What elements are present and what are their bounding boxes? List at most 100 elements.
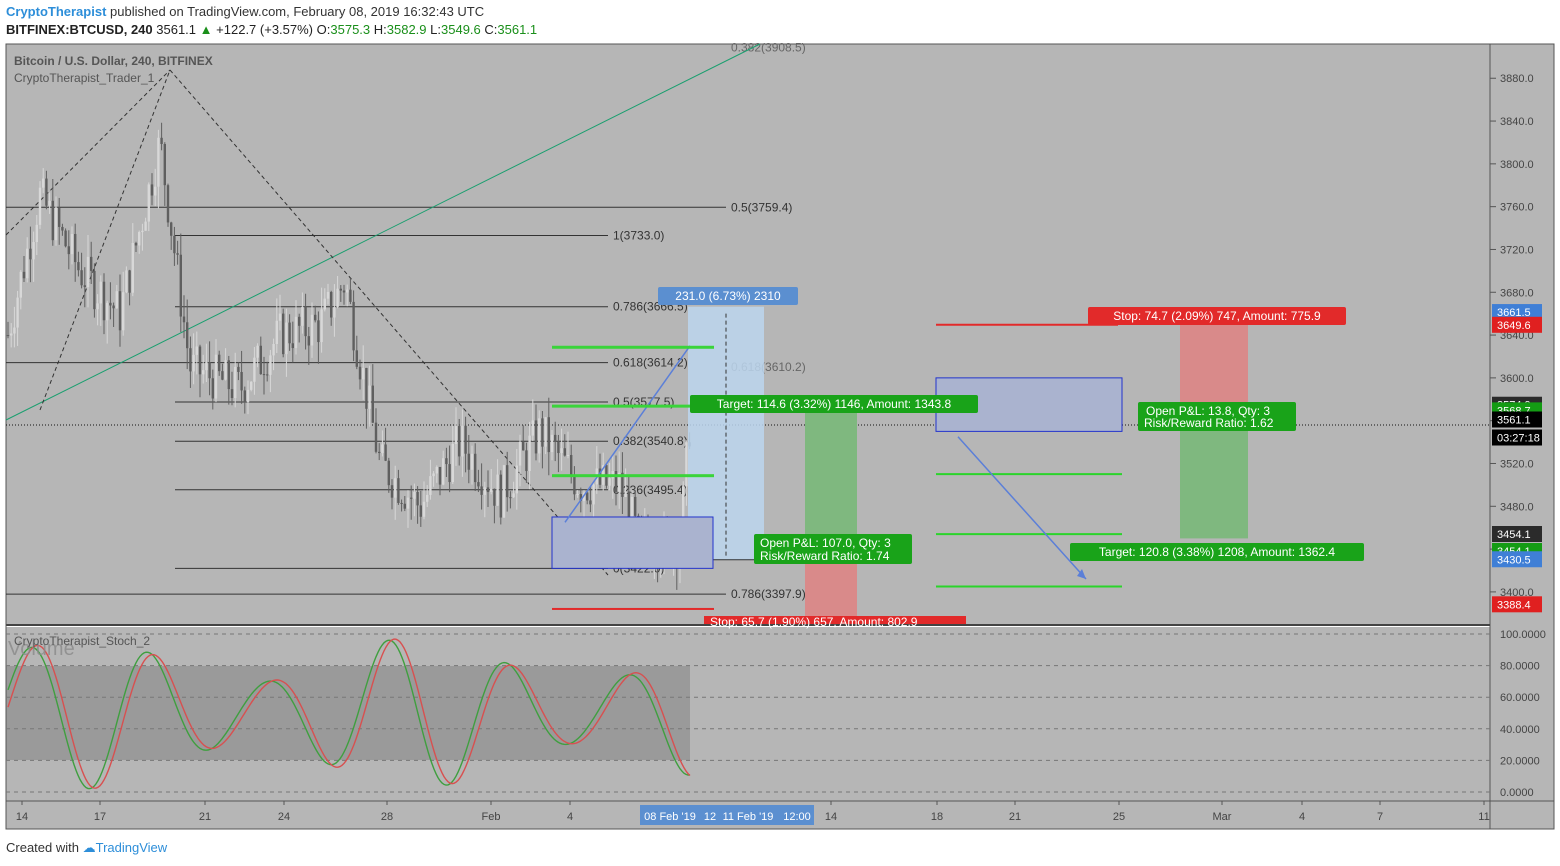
- candle-body: [634, 496, 637, 516]
- close-value: 3561.1: [497, 22, 538, 37]
- zigzag-line[interactable]: [5, 69, 171, 236]
- price-tag[interactable]: [1492, 316, 1542, 333]
- chart-border: [5, 43, 1555, 830]
- candle-body: [102, 281, 106, 321]
- candle-body: [19, 271, 22, 298]
- long-target-line: [552, 474, 714, 478]
- author-link[interactable]: CryptoTherapist: [6, 4, 107, 19]
- candle-body: [67, 246, 70, 255]
- price-tag[interactable]: [1492, 411, 1542, 428]
- axis-corner: [1489, 800, 1555, 830]
- candle-body: [221, 371, 224, 380]
- candle-body: [160, 137, 163, 144]
- candle-body: [16, 297, 19, 328]
- short-projection-arrow[interactable]: [957, 436, 1087, 580]
- long-stop-label[interactable]: Stop: 65.7 (1.90%) 657, Amount: 802.9: [704, 615, 966, 629]
- candle-body: [186, 322, 189, 349]
- candle-body: [131, 242, 134, 293]
- long-entry-rectangle[interactable]: [551, 516, 714, 569]
- stoch-indicator-label: CryptoTherapist_Stoch_2: [14, 634, 150, 648]
- candle-body: [515, 465, 518, 494]
- time-tick-label: 7: [1377, 811, 1383, 823]
- candle-body: [547, 417, 550, 453]
- candle-body: [339, 288, 342, 291]
- uptrend-line[interactable]: [5, 43, 761, 421]
- measure-label[interactable]: 231.0 (6.73%) 2310: [658, 287, 798, 305]
- price-tag-label: 03:27:18: [1497, 433, 1540, 445]
- candle-body: [621, 472, 624, 497]
- candle-body: [195, 346, 198, 355]
- candle-body: [474, 453, 477, 483]
- candle-body: [147, 184, 150, 222]
- candle-body: [406, 497, 410, 509]
- candle-body: [560, 448, 563, 454]
- short-target-zone[interactable]: [1180, 409, 1248, 539]
- chart-canvas[interactable]: 0.382(3908.5) 0.5(3759.4) 1(3733.0) 0.786(3…: [0, 0, 1560, 836]
- candle-body: [13, 327, 16, 334]
- candle-body: [627, 491, 630, 531]
- price-tag[interactable]: [1492, 526, 1542, 543]
- stoch-k-line[interactable]: [7, 639, 691, 790]
- candle-body: [93, 270, 96, 310]
- candle-body: [422, 501, 426, 517]
- price-tick-label: 3400.0: [1500, 587, 1534, 599]
- candle-body: [298, 316, 301, 326]
- stoch-d-line[interactable]: [7, 638, 691, 789]
- short-stop-zone[interactable]: [1180, 324, 1248, 410]
- candle-body: [288, 322, 291, 344]
- open-value: 3575.3: [330, 22, 371, 37]
- long-pnl-label[interactable]: Open P&L: 107.0, Qty: 3 Risk/Reward Rati…: [754, 534, 912, 564]
- price-tick-label: 3520.0: [1500, 458, 1534, 470]
- candle-body: [198, 346, 202, 375]
- candle-body: [58, 207, 61, 227]
- candle-body: [6, 335, 10, 337]
- time-range-highlight[interactable]: [640, 805, 814, 825]
- candle-body: [358, 366, 362, 380]
- candle-body: [240, 371, 243, 391]
- candle-body: [397, 478, 400, 503]
- stoch-tick-label: 100.0000: [1500, 629, 1546, 641]
- candle-body: [531, 420, 534, 436]
- tradingview-logo-icon[interactable]: ☁: [82, 840, 96, 855]
- time-highlight-label: 12:00: [783, 811, 811, 823]
- candle-body: [381, 444, 384, 454]
- price-tag-label: 3649.6: [1497, 320, 1531, 332]
- candle-body: [442, 458, 445, 485]
- candle-body: [445, 458, 448, 465]
- long-pnl-text: Open P&L: 107.0, Qty: 3: [760, 536, 891, 550]
- price-tag[interactable]: [1492, 304, 1542, 321]
- candle-body: [419, 505, 422, 517]
- short-target-label[interactable]: Target: 120.8 (3.38%) 1208, Amount: 1362…: [1070, 543, 1364, 561]
- candle-body: [218, 354, 221, 372]
- candle-body: [48, 200, 51, 206]
- price-tag[interactable]: [1492, 551, 1542, 568]
- long-projection-arrow[interactable]: [564, 345, 691, 523]
- candle-body: [467, 453, 470, 470]
- candle-body: [624, 491, 627, 497]
- candle-body: [237, 366, 240, 372]
- price-tag[interactable]: [1492, 429, 1542, 446]
- long-target-label[interactable]: Target: 114.6 (3.32%) 1146, Amount: 1343…: [690, 395, 978, 413]
- candle-body: [550, 434, 554, 453]
- candle-body: [83, 285, 86, 288]
- time-tick-label: 4: [567, 811, 573, 823]
- price-tick-label: 3600.0: [1500, 373, 1534, 385]
- candle-body: [138, 232, 141, 246]
- low-label: L:: [430, 22, 441, 37]
- short-stop-label[interactable]: Stop: 74.7 (2.09%) 747, Amount: 775.9: [1088, 307, 1346, 325]
- candle-body: [157, 137, 160, 187]
- symbol: BITFINEX:BTCUSD, 240: [6, 22, 153, 37]
- high-label: H:: [373, 22, 387, 37]
- zigzag-line[interactable]: [39, 69, 171, 411]
- long-target-zone[interactable]: [805, 409, 857, 550]
- candle-body: [365, 367, 368, 409]
- short-pnl-label[interactable]: Open P&L: 13.8, Qty: 3 Risk/Reward Ratio…: [1138, 402, 1296, 431]
- tradingview-brand[interactable]: TradingView: [95, 840, 168, 855]
- candle-body: [262, 374, 266, 376]
- price-tick-label: 3880.0: [1500, 73, 1534, 85]
- candle-body: [141, 230, 144, 233]
- fib-level-label: 0.786(3397.9): [731, 587, 806, 601]
- stoch-tick-label: 20.0000: [1500, 755, 1540, 767]
- long-rr-text: Risk/Reward Ratio: 1.74: [760, 549, 890, 563]
- price-tag[interactable]: [1492, 596, 1542, 613]
